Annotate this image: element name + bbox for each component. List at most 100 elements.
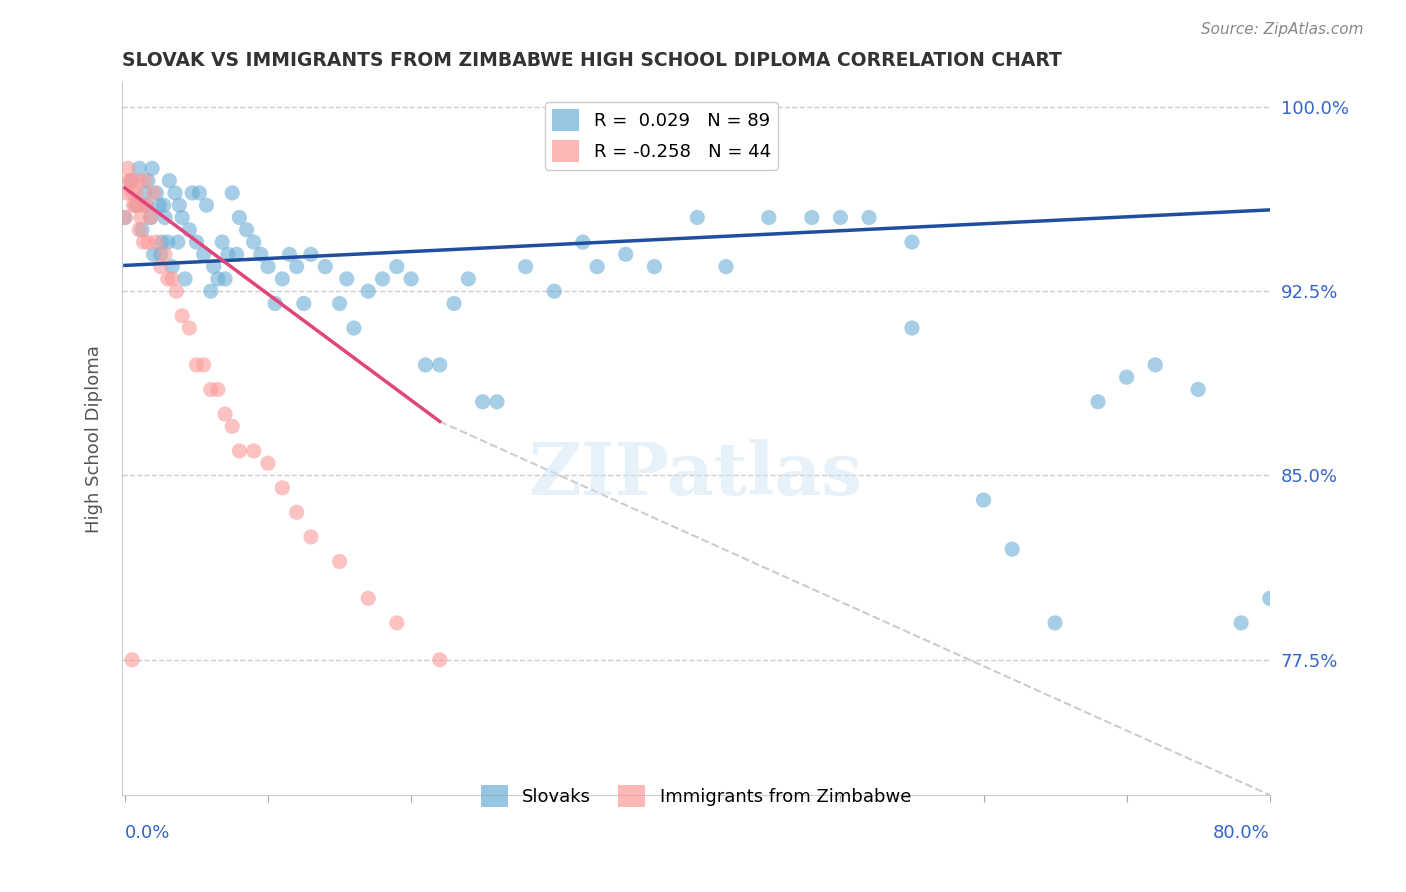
Point xyxy=(214,407,236,421)
Point xyxy=(242,235,264,249)
Point xyxy=(228,211,250,225)
Point xyxy=(188,186,211,200)
Point xyxy=(457,272,479,286)
Point xyxy=(156,235,179,249)
Point xyxy=(195,198,218,212)
Point xyxy=(225,247,247,261)
Point xyxy=(800,211,823,225)
Point xyxy=(142,186,165,200)
Point xyxy=(193,358,215,372)
Point xyxy=(1043,615,1066,630)
Text: ZIPatlas: ZIPatlas xyxy=(529,439,863,509)
Text: 80.0%: 80.0% xyxy=(1213,824,1270,842)
Text: 0.0%: 0.0% xyxy=(125,824,170,842)
Point xyxy=(271,272,294,286)
Point xyxy=(127,173,149,187)
Point xyxy=(257,456,280,470)
Point xyxy=(129,211,152,225)
Point xyxy=(174,272,197,286)
Point xyxy=(142,247,165,261)
Point xyxy=(114,211,136,225)
Point xyxy=(121,653,143,667)
Legend: Slovaks, Immigrants from Zimbabwe: Slovaks, Immigrants from Zimbabwe xyxy=(474,778,918,814)
Point xyxy=(336,272,359,286)
Point xyxy=(385,615,408,630)
Point xyxy=(299,247,322,261)
Point xyxy=(242,444,264,458)
Point xyxy=(152,198,174,212)
Point xyxy=(686,211,709,225)
Point xyxy=(128,223,150,237)
Point xyxy=(186,358,208,372)
Point xyxy=(221,186,243,200)
Point xyxy=(139,211,162,225)
Point xyxy=(443,296,465,310)
Point xyxy=(357,284,380,298)
Point xyxy=(385,260,408,274)
Point xyxy=(181,186,204,200)
Point xyxy=(122,198,145,212)
Point xyxy=(329,554,352,568)
Point xyxy=(714,260,737,274)
Point xyxy=(1115,370,1137,384)
Point xyxy=(415,358,437,372)
Point xyxy=(1230,615,1253,630)
Point xyxy=(543,284,565,298)
Point xyxy=(202,260,225,274)
Text: SLOVAK VS IMMIGRANTS FROM ZIMBABWE HIGH SCHOOL DIPLOMA CORRELATION CHART: SLOVAK VS IMMIGRANTS FROM ZIMBABWE HIGH … xyxy=(122,51,1062,70)
Point xyxy=(572,235,595,249)
Point xyxy=(278,247,301,261)
Point xyxy=(1286,566,1309,581)
Point xyxy=(643,260,665,274)
Point xyxy=(125,186,148,200)
Point xyxy=(149,247,172,261)
Point xyxy=(830,211,852,225)
Point xyxy=(124,198,146,212)
Point xyxy=(157,173,180,187)
Point xyxy=(586,260,609,274)
Point xyxy=(134,173,156,187)
Point xyxy=(207,272,229,286)
Point xyxy=(271,481,294,495)
Point xyxy=(221,419,243,434)
Point xyxy=(172,309,194,323)
Point xyxy=(973,493,995,508)
Point xyxy=(179,223,201,237)
Point xyxy=(214,272,236,286)
Point xyxy=(299,530,322,544)
Point xyxy=(858,211,880,225)
Point xyxy=(179,321,201,335)
Point xyxy=(257,260,280,274)
Point xyxy=(329,296,352,310)
Point xyxy=(1001,542,1024,557)
Point xyxy=(758,211,780,225)
Point xyxy=(121,186,143,200)
Point xyxy=(163,186,186,200)
Point xyxy=(172,211,194,225)
Point xyxy=(285,505,308,519)
Point xyxy=(357,591,380,606)
Point xyxy=(285,260,308,274)
Point xyxy=(160,272,183,286)
Point xyxy=(614,247,637,261)
Point xyxy=(371,272,394,286)
Point xyxy=(136,173,159,187)
Point xyxy=(153,211,176,225)
Point xyxy=(128,161,150,176)
Point xyxy=(139,211,162,225)
Point xyxy=(211,235,233,249)
Point xyxy=(1087,394,1109,409)
Point xyxy=(217,247,239,261)
Point xyxy=(131,223,153,237)
Point xyxy=(200,383,222,397)
Point xyxy=(121,173,143,187)
Point xyxy=(1187,383,1209,397)
Point xyxy=(471,394,494,409)
Point xyxy=(145,186,167,200)
Point xyxy=(150,235,173,249)
Point xyxy=(292,296,315,310)
Point xyxy=(1144,358,1167,372)
Point xyxy=(193,247,215,261)
Point xyxy=(134,186,156,200)
Point xyxy=(186,235,208,249)
